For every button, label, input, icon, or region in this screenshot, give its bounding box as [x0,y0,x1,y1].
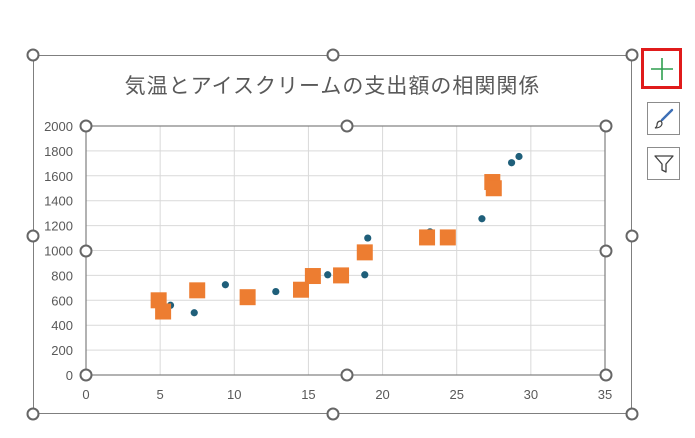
plot-resize-handle[interactable] [79,119,93,133]
data-points [150,152,523,320]
y-tick-label: 0 [66,368,73,383]
y-tick-label: 200 [51,343,73,358]
chart-resize-handle[interactable] [26,48,40,62]
x-tick-label: 25 [449,387,463,402]
data-point-square[interactable] [293,281,310,298]
data-point-circle[interactable] [272,287,280,296]
data-point-square[interactable] [419,229,436,246]
data-point-circle[interactable] [221,281,229,289]
y-tick-label: 1000 [44,244,73,259]
x-tick-label: 15 [301,387,315,402]
plot-resize-handle[interactable] [599,368,613,382]
plot-resize-handle[interactable] [599,119,613,133]
data-point-square[interactable] [439,229,456,246]
plot-resize-handle[interactable] [340,119,354,133]
plus-icon [650,57,673,80]
data-point-square[interactable] [485,180,502,197]
data-point-square[interactable] [189,282,206,299]
y-tick-label: 1800 [44,144,73,159]
chart-elements-button[interactable] [641,48,682,89]
plot-resize-handle[interactable] [79,368,93,382]
x-axis-tick-labels: 0 5 10 15 20 25 30 35 [82,387,612,402]
chart-filters-button[interactable] [647,147,680,180]
data-point-circle[interactable] [190,309,198,317]
chart-title[interactable]: 気温とアイスクリームの支出額の相関関係 [124,75,541,98]
x-tick-label: 5 [157,387,164,402]
y-tick-label: 600 [51,293,73,308]
chart-styles-button[interactable] [647,102,680,135]
chart-resize-handle[interactable] [326,407,340,421]
x-tick-label: 0 [82,387,89,402]
data-point-circle[interactable] [324,271,332,279]
y-axis-tick-labels: 0 200 400 600 800 1000 1200 1400 1600 1800 2000 [44,119,73,383]
data-point-circle[interactable] [364,234,372,242]
selection-handles [26,48,639,421]
data-point-square[interactable] [356,244,373,261]
brush-icon [654,108,673,129]
data-point-square[interactable] [239,289,256,306]
chart-resize-handle[interactable] [625,229,639,243]
chart-resize-handle[interactable] [326,48,340,62]
chart-resize-handle[interactable] [625,48,639,62]
chart-area[interactable] [33,55,632,414]
plot-resize-handle[interactable] [340,368,354,382]
x-tick-label: 20 [375,387,389,402]
chart-resize-handle[interactable] [625,407,639,421]
data-point-circle[interactable] [478,215,486,223]
plot-resize-handle[interactable] [599,244,613,258]
y-tick-label: 1600 [44,169,73,184]
plot-resize-handle[interactable] [79,244,93,258]
data-point-square[interactable] [333,267,350,284]
y-tick-label: 1400 [44,194,73,209]
x-tick-label: 30 [524,387,538,402]
filter-icon [653,154,674,173]
data-point-square[interactable] [155,303,172,320]
x-tick-label: 10 [227,387,241,402]
data-point-circle[interactable] [361,271,369,279]
y-tick-label: 800 [51,268,73,283]
chart-resize-handle[interactable] [26,229,40,243]
data-point-circle[interactable] [507,159,516,167]
chart-resize-handle[interactable] [26,407,40,421]
y-tick-label: 400 [51,318,73,333]
y-tick-label: 2000 [44,119,73,134]
data-point-square[interactable] [304,268,321,285]
x-tick-label: 35 [598,387,612,402]
data-point-circle[interactable] [515,152,523,161]
gridlines [85,125,606,376]
y-tick-label: 1200 [44,219,73,234]
